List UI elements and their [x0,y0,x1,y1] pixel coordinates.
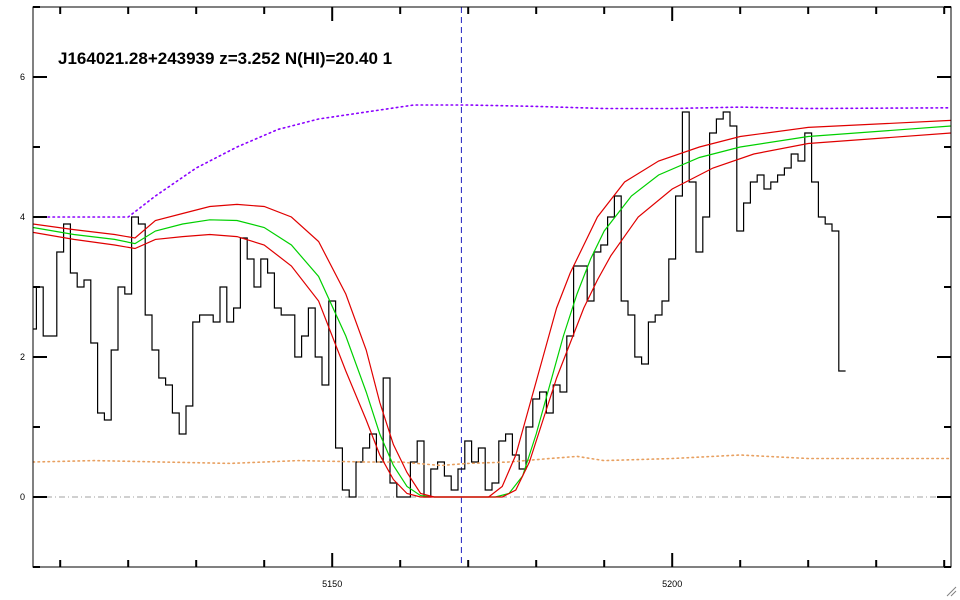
y-tick-label: 2 [20,352,25,362]
series-fit-upper [33,119,951,498]
y-tick-label: 0 [20,492,25,502]
series-group [33,7,951,567]
y-tick-label: 4 [20,212,25,222]
x-tick-label: 5200 [662,579,682,589]
x-tick-label: 5150 [322,579,342,589]
series-continuum [33,104,951,218]
plot-area [33,7,951,567]
chart-title: J164021.28+243939 z=3.252 N(HI)=20.40 1 [58,49,392,68]
window-resize-grip-icon[interactable] [946,586,957,597]
series-fit [33,125,951,498]
series-error [33,454,951,467]
y-tick-label: 6 [20,72,25,82]
series-fit-lower [33,132,951,498]
series-flux [33,111,846,498]
axes: 0 2 4 6 5150 5200 [20,6,951,589]
